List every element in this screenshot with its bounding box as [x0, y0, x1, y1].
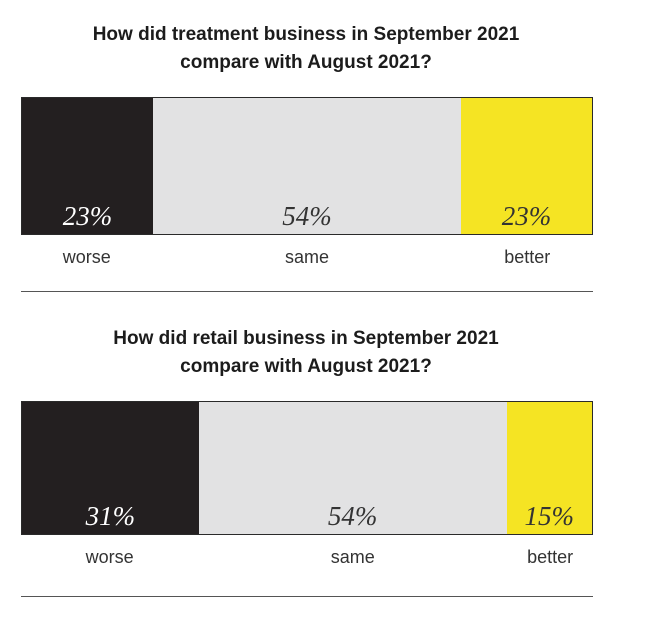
data-label-better: 15% [524, 501, 575, 531]
data-label-worse: 31% [85, 501, 136, 531]
category-label-worse: worse [85, 547, 134, 567]
bar-segment-worse: 31% [22, 402, 199, 534]
stacked-bar: 31% 54% 15% [21, 401, 593, 535]
category-label-better: better [527, 547, 574, 567]
chart-title-line-1: How did treatment business in September … [92, 24, 520, 45]
stacked-bar: 23% 54% 23% [21, 97, 593, 235]
data-label-better: 23% [501, 201, 552, 231]
bar-segment-better: 23% [460, 98, 592, 234]
data-label-same: 54% [282, 201, 332, 231]
category-label-same: same [330, 547, 375, 567]
divider [21, 596, 593, 597]
category-labels: worse same better [21, 245, 593, 269]
bar-segment-better: 15% [506, 402, 592, 534]
category-label-better: better [504, 247, 551, 267]
treatment-chart: How did treatment business in September … [0, 0, 650, 300]
chart-title-line-2: compare with August 2021? [180, 52, 432, 73]
data-label-worse: 23% [62, 201, 113, 231]
bar-segment-same: 54% [198, 402, 507, 534]
chart-title-line-2: compare with August 2021? [180, 356, 432, 377]
data-label-same: 54% [327, 501, 378, 531]
chart-title: How did treatment business in September … [0, 21, 612, 77]
chart-title-line-1: How did retail business in September 202… [113, 328, 499, 349]
category-labels: worse same better [21, 545, 593, 569]
divider [21, 291, 593, 292]
chart-title: How did retail business in September 202… [0, 325, 612, 381]
category-label-worse: worse [62, 247, 111, 267]
bar-segment-worse: 23% [22, 98, 154, 234]
retail-chart: How did retail business in September 202… [0, 318, 650, 618]
bar-segment-same: 54% [153, 98, 461, 234]
category-label-same: same [284, 247, 329, 267]
